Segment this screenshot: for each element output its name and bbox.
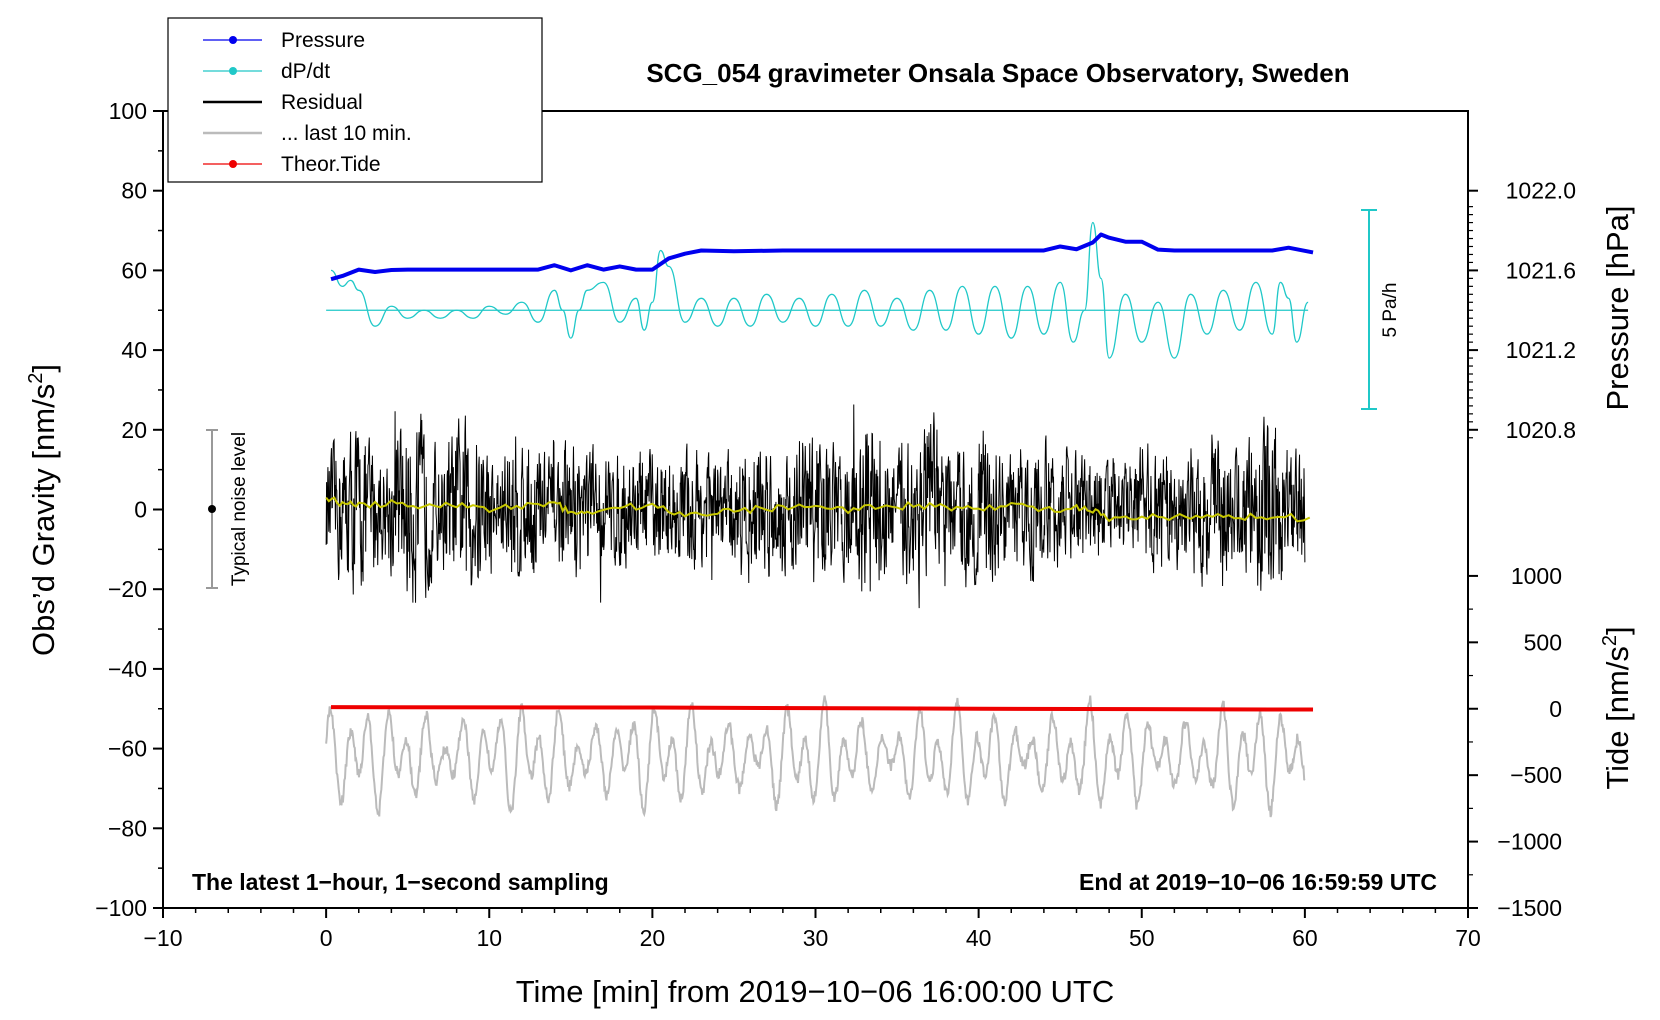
x-tick-label: −10 bbox=[143, 925, 182, 951]
smoothed-series bbox=[325, 496, 1311, 523]
pressure-line bbox=[330, 232, 1314, 282]
dpdt-line bbox=[330, 221, 1309, 359]
pressure-axis-title: Pressure [hPa] bbox=[1600, 205, 1635, 410]
x-axis-title: Time [min] from 2019−10−06 16:00:00 UTC bbox=[516, 974, 1115, 1009]
legend-swatch-marker bbox=[229, 36, 237, 44]
legend-label: ... last 10 min. bbox=[281, 122, 412, 145]
pressure-tick-label: 1020.8 bbox=[1506, 417, 1576, 443]
pressure-tick-label: 1021.6 bbox=[1506, 257, 1576, 283]
pressure-tick-label: 1022.0 bbox=[1506, 178, 1576, 204]
x-tick-label: 20 bbox=[640, 925, 666, 951]
rate-marker: 5 Pa/h bbox=[1361, 209, 1401, 410]
chart-title: SCG_054 gravimeter Onsala Space Observat… bbox=[646, 58, 1349, 88]
y-tick-label: 20 bbox=[121, 417, 147, 443]
legend-label: Pressure bbox=[281, 29, 365, 52]
pressure-series bbox=[330, 232, 1314, 282]
tide-tick-label: −1500 bbox=[1497, 895, 1562, 921]
legend-label: Theor.Tide bbox=[281, 153, 381, 176]
legend-label: Residual bbox=[281, 91, 363, 114]
tide-series bbox=[331, 705, 1314, 712]
x-tick-label: 40 bbox=[966, 925, 992, 951]
y-tick-label: 60 bbox=[121, 257, 147, 283]
y-tick-label: −100 bbox=[95, 895, 147, 921]
y-tick-label: 40 bbox=[121, 337, 147, 363]
note-right: End at 2019−10−06 16:59:59 UTC bbox=[1079, 869, 1437, 895]
x-tick-label: 60 bbox=[1292, 925, 1318, 951]
tide-tick-label: −1000 bbox=[1497, 829, 1562, 855]
noise-level-marker: Typical noise level bbox=[206, 429, 250, 589]
legend-label: dP/dt bbox=[281, 60, 330, 83]
x-tick-label: 10 bbox=[476, 925, 502, 951]
legend-box bbox=[167, 17, 543, 183]
smoothed-line bbox=[325, 496, 1311, 523]
legend-swatch-marker bbox=[229, 160, 237, 168]
y-tick-label: 100 bbox=[109, 98, 147, 124]
rate-label: 5 Pa/h bbox=[1380, 283, 1401, 338]
x-tick-label: 70 bbox=[1455, 925, 1481, 951]
tide-line bbox=[331, 705, 1314, 712]
y-tick-label: −20 bbox=[108, 576, 147, 602]
y-tick-label: 0 bbox=[134, 497, 147, 523]
y-tick-label: −60 bbox=[108, 736, 147, 762]
y-axis-ticks: −100 −80 −60 −40 −20 0 20 40 60 80 100 bbox=[95, 98, 163, 921]
x-tick-label: 30 bbox=[803, 925, 829, 951]
pressure-tick-label: 1021.2 bbox=[1506, 337, 1576, 363]
tide-axis-title: Tide [nm/s2] bbox=[1599, 626, 1635, 789]
x-tick-label: 0 bbox=[320, 925, 333, 951]
tide-tick-label: 1000 bbox=[1511, 563, 1562, 589]
y-axis-title: Obs’d Gravity [nm/s2] bbox=[25, 364, 61, 656]
y-tick-label: −80 bbox=[108, 815, 147, 841]
noise-dot bbox=[208, 505, 216, 513]
tide-tick-label: −500 bbox=[1510, 762, 1562, 788]
dpdt-series bbox=[326, 221, 1309, 359]
x-axis-ticks: −10 0 10 20 30 40 50 60 70 bbox=[143, 908, 1481, 951]
y-tick-label: −40 bbox=[108, 656, 147, 682]
tide-tick-label: 500 bbox=[1524, 629, 1562, 655]
y-tick-label: 80 bbox=[121, 178, 147, 204]
tide-tick-label: 0 bbox=[1549, 696, 1562, 722]
right-axis-ticks: 1020.8 1021.2 1021.6 1022.0 −1500 −1000 −500 0 5… bbox=[1468, 178, 1576, 921]
last-10-min-line bbox=[325, 695, 1306, 818]
legend-swatch-marker bbox=[229, 67, 237, 75]
residual-series bbox=[325, 404, 1306, 609]
note-left: The latest 1−hour, 1−second sampling bbox=[192, 869, 609, 895]
residual-line bbox=[325, 404, 1306, 609]
x-tick-label: 50 bbox=[1129, 925, 1155, 951]
last-10-min-series bbox=[325, 695, 1306, 818]
legend: Pressure dP/dt Residual ... last 10 min. The… bbox=[167, 17, 543, 183]
noise-label: Typical noise level bbox=[229, 432, 250, 586]
